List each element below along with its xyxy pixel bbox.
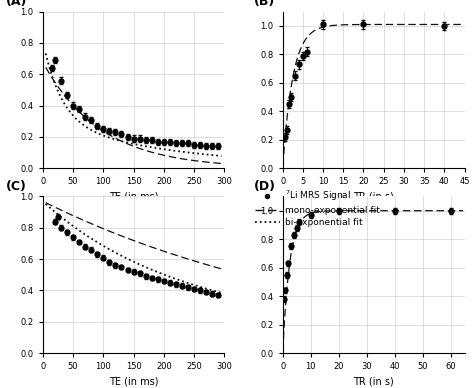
X-axis label: TR (in s): TR (in s) [353,192,394,202]
Text: (B): (B) [254,0,275,9]
X-axis label: TE (in ms): TE (in ms) [109,192,158,202]
X-axis label: TE (in ms): TE (in ms) [109,377,158,387]
Text: (D): (D) [254,180,275,193]
X-axis label: TR (in s): TR (in s) [353,377,394,387]
Text: (C): (C) [6,180,27,193]
Legend: $^7$Li MRS Signal, mono-exponential fit, bi-exponential fit: $^7$Li MRS Signal, mono-exponential fit,… [251,185,384,231]
Text: (A): (A) [6,0,27,9]
